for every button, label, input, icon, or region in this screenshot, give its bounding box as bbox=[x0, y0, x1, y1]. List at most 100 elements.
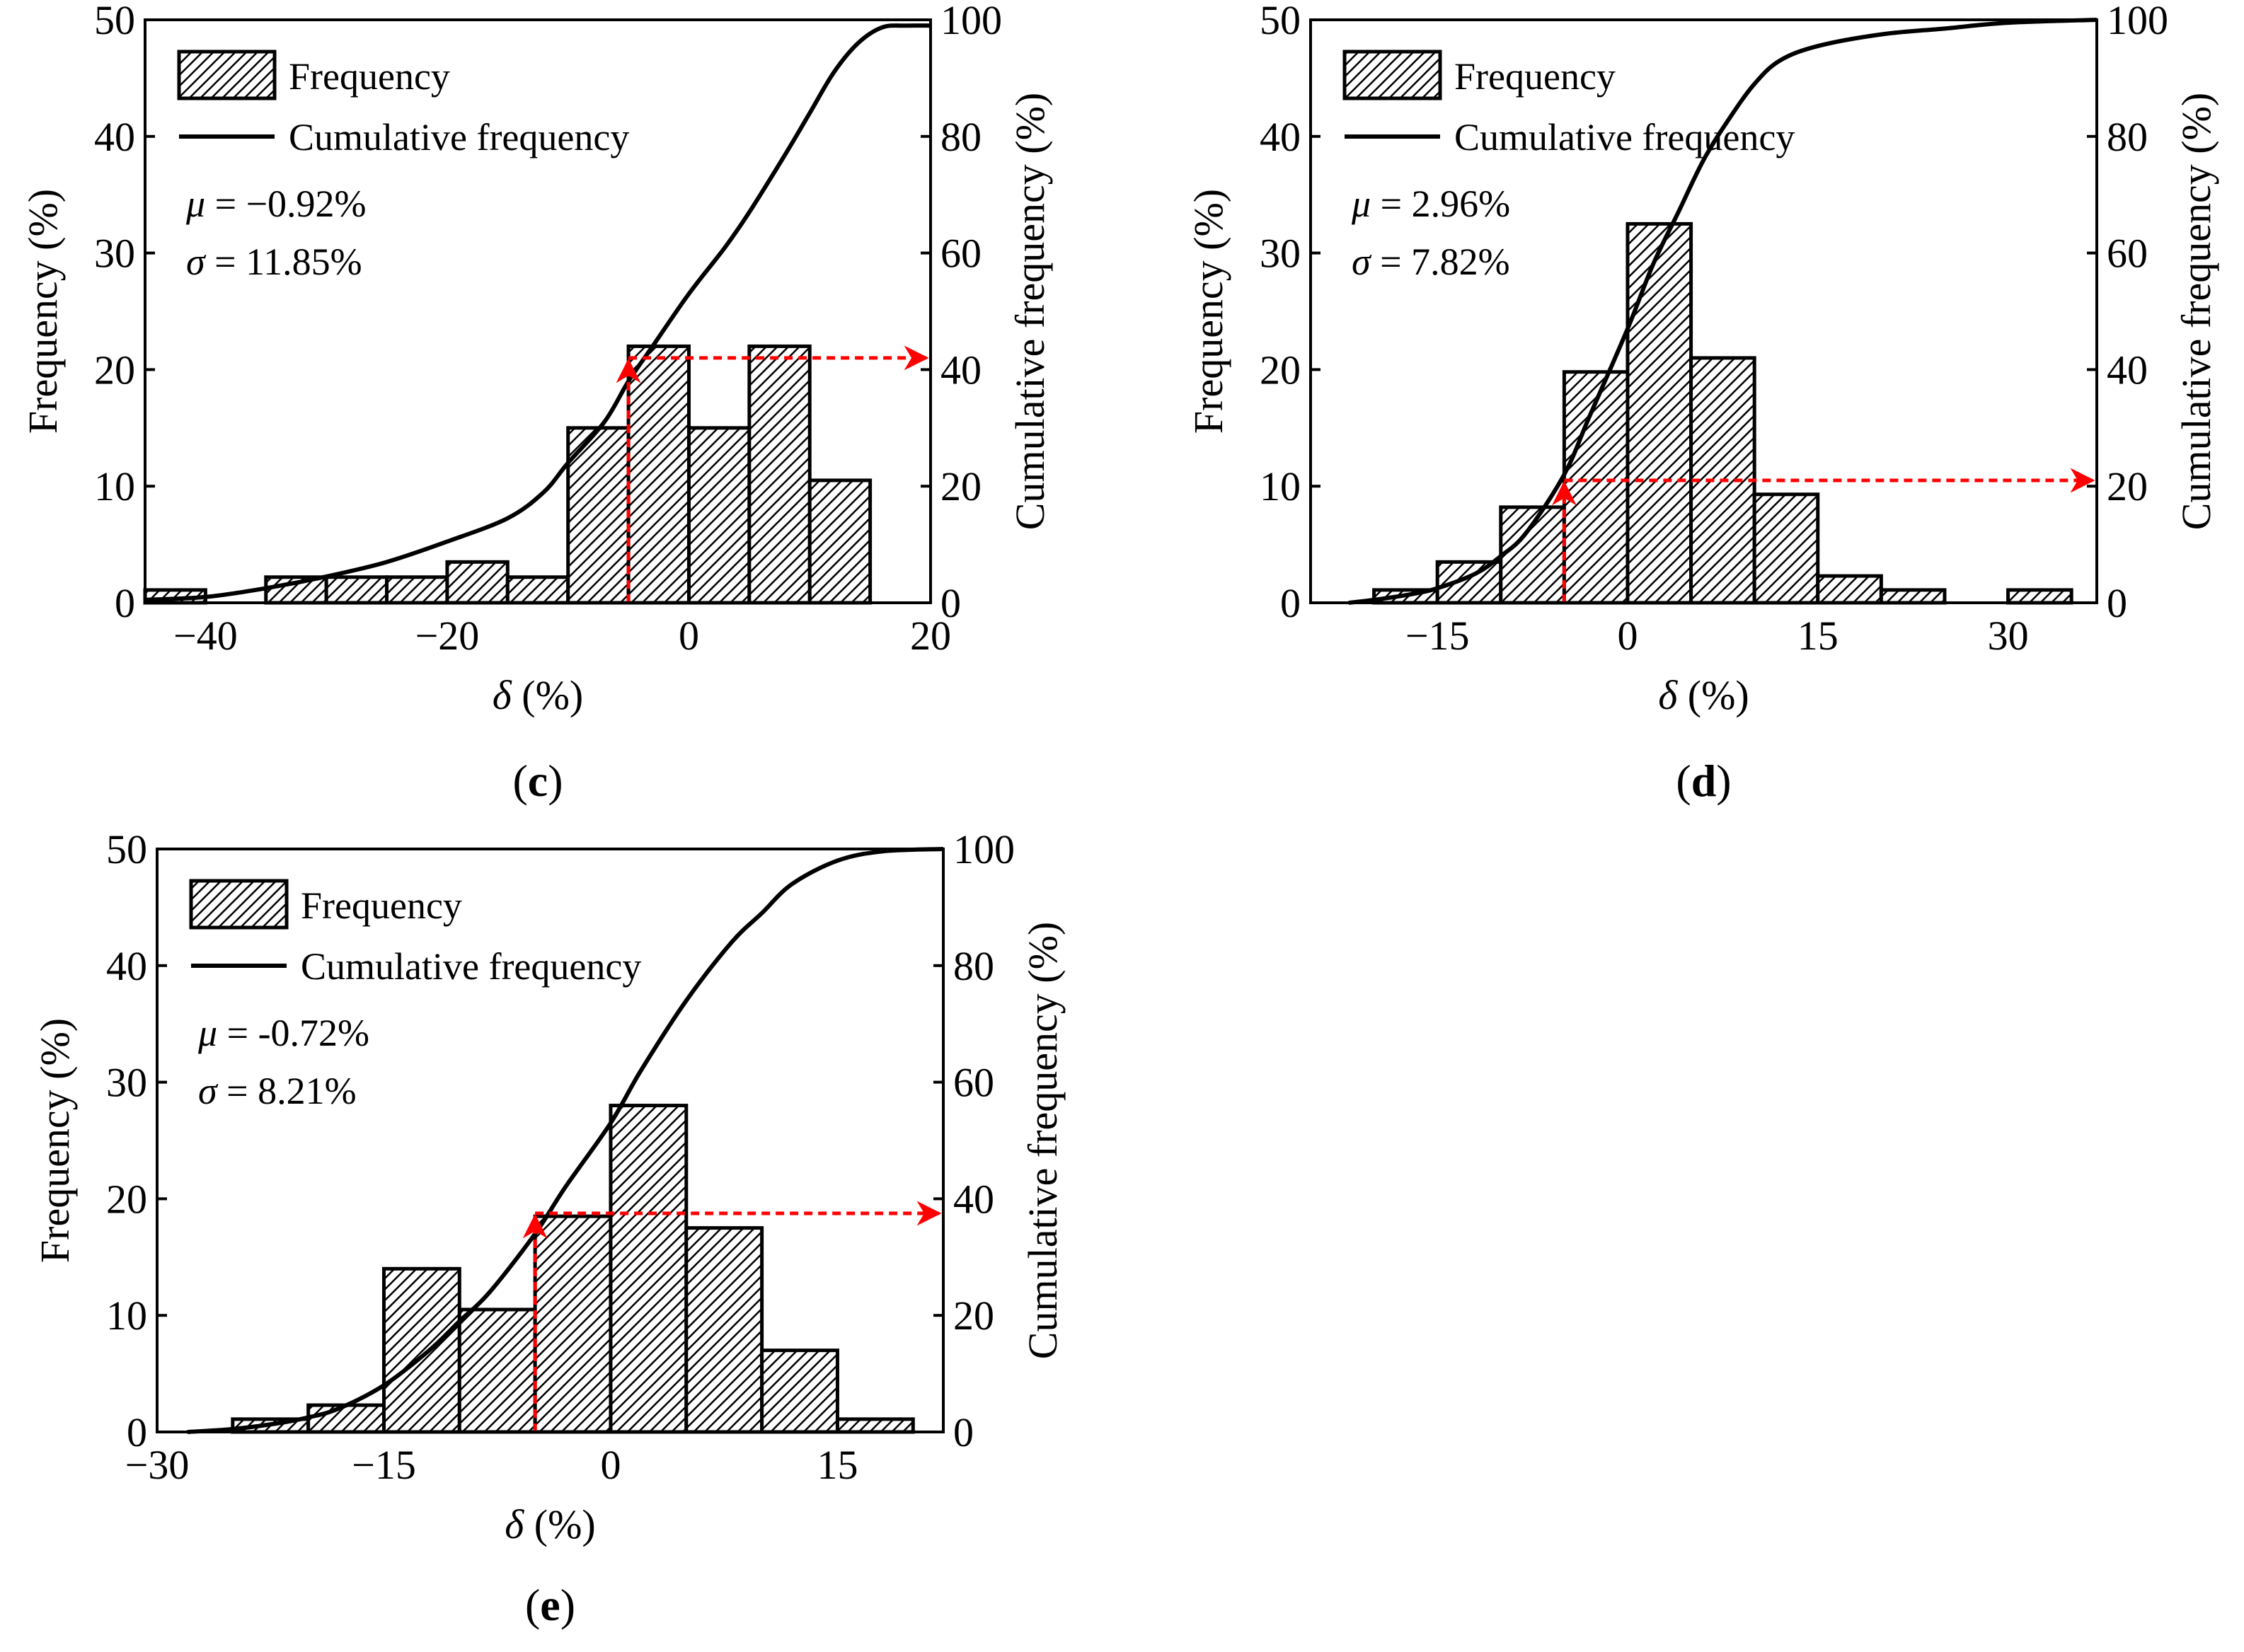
y-tick-label: 30 bbox=[106, 1060, 147, 1106]
histogram-bar bbox=[1435, 560, 1503, 605]
panel-caption: (e) bbox=[525, 1580, 575, 1630]
caption-open: ( bbox=[525, 1580, 540, 1630]
plot-frame bbox=[156, 848, 945, 1433]
histogram-bar bbox=[306, 1403, 386, 1434]
y-tick-label: 50 bbox=[1260, 0, 1301, 43]
y-right-tick-label: 100 bbox=[2107, 0, 2168, 43]
y-tick-label: 10 bbox=[1260, 463, 1301, 509]
std-annotation: σ = 8.21% bbox=[198, 1070, 357, 1112]
y-right-tick-label: 20 bbox=[2107, 463, 2148, 509]
x-tick-label: −40 bbox=[173, 613, 238, 659]
chart-panel-c: −40 −20 0 2001020304050020406080100Frequenc… bbox=[20, 0, 1053, 806]
chart-panel-e: −30 −15 0 15 0 10 20 30 40 50 0 20 40 60 80 100 Frequenc… bbox=[32, 826, 1066, 1630]
y-tick-label: 0 bbox=[1280, 580, 1301, 626]
y-tick-label: 30 bbox=[1260, 231, 1301, 277]
y-tick-label: 0 bbox=[115, 580, 135, 626]
y-right-tick-label: 40 bbox=[940, 347, 982, 393]
legend-line-label: Cumulative frequency bbox=[301, 945, 641, 988]
histogram-bar bbox=[1689, 356, 1756, 605]
x-axis-label: δ (%) bbox=[493, 672, 583, 718]
panel-caption: (d) bbox=[1676, 756, 1731, 806]
y-tick-label: 50 bbox=[106, 826, 147, 872]
y-tick-label: 10 bbox=[106, 1293, 147, 1339]
mean-value: = 2.96% bbox=[1371, 183, 1510, 225]
caption-open: ( bbox=[512, 756, 527, 806]
mean-value: = −0.92% bbox=[205, 183, 366, 225]
x-axis-symbol: δ bbox=[505, 1501, 524, 1547]
histogram-bar bbox=[807, 478, 873, 605]
y-tick-label: 40 bbox=[94, 114, 135, 160]
y-right-tick-label: 20 bbox=[940, 463, 982, 509]
x-tick-label: 30 bbox=[1988, 613, 2029, 659]
y-right-tick-label: 60 bbox=[2107, 231, 2148, 277]
y-axis-label: Frequency (%) bbox=[1185, 189, 1231, 434]
x-tick-label: 15 bbox=[1797, 613, 1839, 659]
legend-bar-swatch bbox=[1342, 50, 1442, 100]
x-tick-label: −15 bbox=[1405, 613, 1470, 659]
mean-value: = -0.72% bbox=[217, 1012, 369, 1054]
std-value: = 8.21% bbox=[217, 1070, 357, 1112]
caption-close: ) bbox=[548, 756, 563, 806]
mean-symbol: μ bbox=[185, 183, 205, 225]
x-axis-unit: (%) bbox=[512, 672, 583, 718]
y-tick-label: 20 bbox=[106, 1176, 147, 1222]
x-axis-unit: (%) bbox=[1677, 672, 1749, 718]
x-tick-label: −30 bbox=[125, 1442, 190, 1488]
y-right-tick-label: 80 bbox=[953, 943, 994, 989]
histogram-bar bbox=[760, 1348, 839, 1434]
std-annotation: σ = 11.85% bbox=[186, 241, 362, 283]
legend-bar-swatch bbox=[177, 50, 277, 100]
y-axis-label-right: Cumulative frequency (%) bbox=[1007, 93, 1053, 530]
x-axis-label: δ (%) bbox=[505, 1501, 595, 1547]
histogram-bar bbox=[1816, 574, 1883, 605]
plot-frame bbox=[1309, 18, 2098, 604]
legend-bar-swatch bbox=[189, 879, 289, 930]
mean-symbol: μ bbox=[1351, 183, 1371, 225]
y-tick-label: 40 bbox=[1260, 114, 1301, 160]
chart-panel-d: −15 0 15 30 0 10 20 30 40 50 0 20 40 60 80 100 Frequency… bbox=[1185, 0, 2219, 806]
x-tick-label: −20 bbox=[415, 613, 480, 659]
std-symbol: σ bbox=[1352, 241, 1372, 283]
y-right-tick-label: 0 bbox=[940, 580, 961, 626]
y-tick-label: 10 bbox=[94, 463, 135, 509]
mean-annotation: μ = 2.96% bbox=[1351, 183, 1510, 225]
plot-frame bbox=[144, 18, 932, 604]
y-right-tick-label: 40 bbox=[953, 1176, 994, 1222]
y-axis-label-right: Cumulative frequency (%) bbox=[1020, 922, 1066, 1359]
y-tick-label: 0 bbox=[127, 1409, 147, 1455]
y-right-tick-label: 80 bbox=[940, 114, 982, 160]
caption-letter: d bbox=[1691, 756, 1717, 806]
histogram-bar bbox=[533, 1214, 613, 1434]
cumulative-frequency-line bbox=[1348, 18, 2098, 605]
caption-open: ( bbox=[1676, 756, 1691, 806]
legend-line-label: Cumulative frequency bbox=[1454, 116, 1795, 158]
y-right-tick-label: 60 bbox=[953, 1060, 994, 1106]
x-axis-symbol: δ bbox=[1658, 672, 1678, 718]
histogram-bar bbox=[609, 1104, 689, 1434]
y-right-tick-label: 100 bbox=[953, 826, 1015, 872]
legend-line-label: Cumulative frequency bbox=[289, 116, 629, 158]
mean-symbol: μ bbox=[197, 1012, 217, 1054]
histogram-bar bbox=[1879, 588, 1947, 605]
histogram-bar bbox=[1752, 492, 1820, 605]
mean-annotation: μ = −0.92% bbox=[185, 183, 367, 225]
histogram-bar bbox=[457, 1307, 537, 1434]
histogram-bar bbox=[686, 426, 752, 605]
y-right-tick-label: 0 bbox=[953, 1409, 974, 1455]
y-right-tick-label: 40 bbox=[2107, 347, 2148, 393]
y-tick-label: 50 bbox=[94, 0, 135, 43]
y-axis-label: Frequency (%) bbox=[20, 189, 66, 434]
histogram-bar bbox=[445, 560, 510, 605]
legend-bar-label: Frequency bbox=[301, 884, 462, 927]
histogram-bar bbox=[747, 344, 812, 605]
x-tick-label: 0 bbox=[600, 1442, 621, 1488]
y-axis-label: Frequency (%) bbox=[32, 1018, 78, 1263]
x-tick-label: 15 bbox=[817, 1442, 858, 1488]
x-tick-label: 20 bbox=[910, 613, 951, 659]
legend-bar-label: Frequency bbox=[289, 55, 450, 98]
cumulative-frequency-line bbox=[187, 847, 944, 1434]
histogram-bar bbox=[684, 1226, 764, 1434]
legend-bar-label: Frequency bbox=[1454, 55, 1616, 98]
std-symbol: σ bbox=[186, 241, 207, 283]
x-tick-label: 0 bbox=[1617, 613, 1638, 659]
